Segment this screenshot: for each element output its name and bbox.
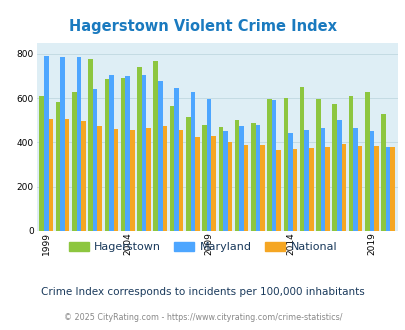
Bar (65, 119, 69, 231)
Text: Crime Index corresponds to incidents per 100,000 inhabitants: Crime Index corresponds to incidents per… (41, 287, 364, 297)
Bar (390, 147, 394, 231)
Bar (352, 128, 357, 231)
Bar (320, 128, 324, 231)
Bar (218, 127, 222, 231)
Bar (266, 99, 271, 231)
Bar (239, 126, 243, 231)
Bar (211, 136, 215, 231)
Bar (288, 133, 292, 231)
Bar (271, 100, 276, 231)
Bar (121, 78, 125, 231)
Bar (341, 144, 345, 231)
Bar (243, 145, 248, 231)
Bar (373, 146, 378, 231)
Text: Hagerstown Violent Crime Index: Hagerstown Violent Crime Index (69, 19, 336, 34)
Bar (146, 128, 150, 231)
Bar (332, 104, 336, 231)
Bar (153, 61, 158, 231)
Bar (380, 114, 385, 231)
Bar (39, 96, 44, 231)
Text: © 2025 CityRating.com - https://www.cityrating.com/crime-statistics/: © 2025 CityRating.com - https://www.city… (64, 313, 341, 322)
Bar (130, 130, 134, 231)
Bar (55, 102, 60, 231)
Bar (369, 131, 373, 231)
Bar (44, 56, 49, 231)
Legend: Hagerstown, Maryland, National: Hagerstown, Maryland, National (64, 238, 341, 257)
Bar (72, 92, 77, 231)
Bar (178, 130, 183, 231)
Bar (93, 89, 97, 231)
Bar (206, 99, 211, 231)
Bar (364, 92, 369, 231)
Bar (304, 130, 308, 231)
Bar (308, 148, 313, 231)
Bar (137, 67, 141, 231)
Bar (348, 96, 352, 231)
Bar (104, 80, 109, 231)
Bar (250, 122, 255, 231)
Bar (113, 129, 118, 231)
Bar (299, 87, 304, 231)
Bar (292, 149, 296, 231)
Bar (336, 120, 341, 231)
Bar (315, 99, 320, 231)
Bar (77, 57, 81, 231)
Bar (260, 145, 264, 231)
Bar (49, 119, 53, 231)
Bar (234, 120, 239, 231)
Bar (81, 121, 85, 231)
Bar (125, 76, 130, 231)
Bar (194, 137, 199, 231)
Bar (169, 106, 174, 231)
Bar (174, 88, 178, 231)
Bar (385, 147, 390, 231)
Bar (88, 59, 93, 231)
Bar (97, 126, 102, 231)
Bar (185, 117, 190, 231)
Bar (283, 98, 288, 231)
Bar (255, 125, 260, 231)
Bar (158, 81, 162, 231)
Bar (324, 147, 329, 231)
Bar (190, 92, 194, 231)
Bar (109, 75, 113, 231)
Bar (141, 75, 146, 231)
Bar (202, 125, 206, 231)
Bar (222, 131, 227, 231)
Bar (227, 143, 232, 231)
Bar (162, 126, 167, 231)
Bar (276, 150, 280, 231)
Bar (60, 57, 65, 231)
Bar (357, 146, 362, 231)
